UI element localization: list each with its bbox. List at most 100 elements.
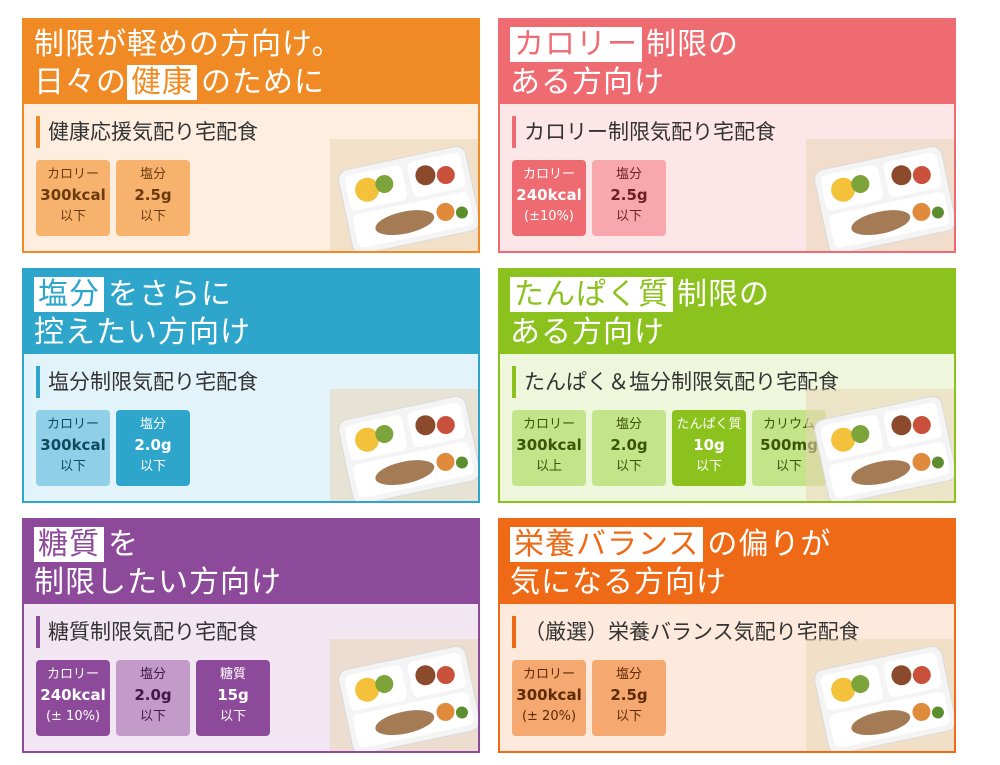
plan-headline: 制限が軽めの方向け。 日々の 健康 のために: [24, 20, 478, 104]
nutrition-tile: カロリー 300kcal 以下: [36, 410, 110, 486]
plan-headline: 塩分 をさらに 控えたい方向け: [24, 270, 478, 354]
nutrient-note: (± 10%): [45, 709, 101, 724]
headline-line: 制限したい方向け: [34, 565, 282, 600]
nutrient-note: 以下: [59, 459, 86, 474]
nutrient-note: 以下: [139, 709, 166, 724]
nutrient-label: 塩分: [615, 667, 642, 682]
nutrient-label: 塩分: [139, 167, 166, 182]
nutrient-label: 塩分: [139, 417, 166, 432]
headline-highlight: たんぱく質: [510, 277, 673, 312]
headline-line: 控えたい方向け: [34, 315, 251, 350]
nutrition-tiles: カロリー 240kcal (± 10%) 塩分 2.0g 以下 糖質 15g 以下: [36, 660, 270, 736]
nutrient-label: たんぱく質: [676, 417, 742, 432]
headline-line: 制限が軽めの方向け。: [34, 27, 343, 62]
nutrient-note: 以下: [775, 459, 802, 474]
plan-title: たんぱく＆塩分制限気配り宅配食: [512, 366, 839, 398]
nutrient-note: 以上: [535, 459, 562, 474]
headline-highlight: 糖質: [34, 527, 104, 562]
nutrient-note: (±10%): [524, 209, 574, 224]
nutrient-value: 300kcal: [516, 436, 582, 454]
plan-headline: 糖質を制限したい方向け: [24, 520, 478, 604]
plan-title: 健康応援気配り宅配食: [36, 116, 258, 148]
nutrient-label: 塩分: [615, 167, 642, 182]
nutrient-value: 300kcal: [516, 686, 582, 704]
plan-body: たんぱく＆塩分制限気配り宅配食 カロリー 300kcal 以上 塩分 2.0g 以下 たんぱく…: [500, 354, 954, 501]
plan-title: （厳選）栄養バランス気配り宅配食: [512, 616, 860, 648]
headline-highlight: 栄養バランス: [510, 527, 704, 562]
nutrient-label: カリウム: [762, 417, 815, 432]
headline-text: のために: [201, 65, 325, 100]
bento-meal-image: [806, 639, 954, 751]
plan-headline: 栄養バランス の偏りが 気になる方向け: [500, 520, 954, 604]
plan-body: （厳選）栄養バランス気配り宅配食 カロリー 300kcal (± 20%) 塩分 2.5g…: [500, 604, 954, 751]
plan-card[interactable]: 糖質を制限したい方向け 糖質制限気配り宅配食 カロリー 240kcal (± 10%) 塩…: [22, 518, 480, 753]
nutrient-label: カロリー: [46, 167, 99, 182]
nutrient-value: 240kcal: [516, 186, 582, 204]
nutrient-value: 300kcal: [40, 186, 106, 204]
nutrition-tile: 糖質 15g 以下: [196, 660, 270, 736]
nutrient-note: 以下: [59, 209, 86, 224]
nutrition-tile: 塩分 2.5g 以下: [592, 160, 666, 236]
nutrition-tiles: カロリー 300kcal 以上 塩分 2.0g 以下 たんぱく質 10g 以下 カリウム 500mg…: [512, 410, 826, 486]
nutrient-note: 以下: [615, 209, 642, 224]
bento-meal-image: [806, 139, 954, 251]
plan-title: 糖質制限気配り宅配食: [36, 616, 258, 648]
headline-line: カロリー 制限の: [510, 26, 944, 64]
headline-line: 栄養バランス の偏りが: [510, 526, 944, 564]
nutrition-tiles: カロリー 240kcal (±10%) 塩分 2.5g 以下: [512, 160, 666, 236]
plan-card[interactable]: カロリー 制限の ある方向け カロリー制限気配り宅配食 カロリー 240kcal (±10%…: [498, 18, 956, 253]
nutrition-tile: カロリー 300kcal 以下: [36, 160, 110, 236]
nutrient-label: 塩分: [139, 667, 166, 682]
plan-card[interactable]: 栄養バランス の偏りが 気になる方向け （厳選）栄養バランス気配り宅配食 カロリー 300…: [498, 518, 956, 753]
nutrient-value: 300kcal: [40, 436, 106, 454]
headline-highlight: 塩分: [34, 277, 104, 312]
nutrient-note: 以下: [615, 459, 642, 474]
nutrition-tile: 塩分 2.0g 以下: [116, 410, 190, 486]
plan-body: 塩分制限気配り宅配食カロリー 300kcal 以下 塩分 2.0g 以下: [24, 354, 478, 501]
plan-title: カロリー制限気配り宅配食: [512, 116, 776, 148]
nutrient-label: カロリー: [522, 417, 575, 432]
bento-meal-image: [330, 139, 478, 251]
nutrient-label: カロリー: [46, 417, 99, 432]
headline-line: たんぱく質 制限の: [510, 276, 944, 314]
nutrient-note: 以下: [615, 709, 642, 724]
nutrition-tile: カロリー 240kcal (± 10%): [36, 660, 110, 736]
plan-card[interactable]: たんぱく質 制限の ある方向け たんぱく＆塩分制限気配り宅配食 カロリー 300kcal 以…: [498, 268, 956, 503]
plan-card[interactable]: 制限が軽めの方向け。 日々の 健康 のために健康応援気配り宅配食カロリー 300kcal…: [22, 18, 480, 253]
headline-text: を: [108, 527, 139, 562]
nutrition-tile: カロリー 300kcal (± 20%): [512, 660, 586, 736]
headline-line: 糖質を: [34, 526, 468, 564]
bento-meal-image: [330, 639, 478, 751]
headline-text: 制限の: [646, 27, 739, 62]
nutrient-note: (± 20%): [521, 709, 577, 724]
plan-headline: カロリー 制限の ある方向け: [500, 20, 954, 104]
nutrition-tiles: カロリー 300kcal 以下 塩分 2.0g 以下: [36, 410, 190, 486]
nutrition-tile: カロリー 300kcal 以上: [512, 410, 586, 486]
nutrient-value: 240kcal: [40, 686, 106, 704]
nutrition-tiles: カロリー 300kcal (± 20%) 塩分 2.5g 以下: [512, 660, 666, 736]
nutrient-value: 10g: [693, 436, 725, 454]
nutrient-value: 15g: [217, 686, 249, 704]
bento-meal-image: [806, 389, 954, 501]
nutrient-label: カロリー: [522, 167, 575, 182]
plan-card[interactable]: 塩分 をさらに 控えたい方向け塩分制限気配り宅配食カロリー 300kcal 以下 塩分 2.…: [22, 268, 480, 503]
nutrient-value: 2.0g: [610, 436, 648, 454]
nutrient-value: 2.5g: [134, 186, 172, 204]
plan-body: 糖質制限気配り宅配食 カロリー 240kcal (± 10%) 塩分 2.0g 以下 糖質 15…: [24, 604, 478, 751]
headline-line: 気になる方向け: [510, 565, 727, 600]
nutrient-value: 2.0g: [134, 436, 172, 454]
nutrition-tile: たんぱく質 10g 以下: [672, 410, 746, 486]
headline-text: の偏りが: [707, 527, 832, 562]
nutrition-tile: 塩分 2.5g 以下: [592, 660, 666, 736]
nutrition-tile: 塩分 2.5g 以下: [116, 160, 190, 236]
nutrient-label: カロリー: [46, 667, 99, 682]
nutrient-value: 500mg: [760, 436, 818, 454]
nutrient-value: 2.5g: [610, 686, 648, 704]
plan-body: 健康応援気配り宅配食カロリー 300kcal 以下 塩分 2.5g 以下: [24, 104, 478, 251]
plan-title: 塩分制限気配り宅配食: [36, 366, 258, 398]
bento-meal-image: [330, 389, 478, 501]
headline-text: 日々の: [34, 65, 127, 100]
headline-highlight: カロリー: [510, 27, 642, 62]
headline-line: 日々の 健康 のために: [34, 64, 468, 102]
plan-body: カロリー制限気配り宅配食カロリー 240kcal (±10%) 塩分 2.5g 以下: [500, 104, 954, 251]
